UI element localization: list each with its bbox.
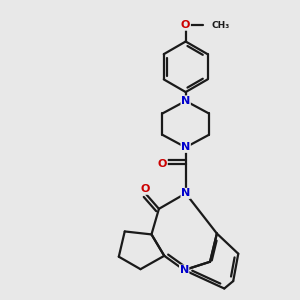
Text: N: N — [180, 265, 189, 275]
Text: O: O — [158, 159, 167, 169]
Text: N: N — [181, 142, 190, 152]
Text: O: O — [181, 20, 190, 30]
Text: O: O — [140, 184, 150, 194]
Text: N: N — [181, 188, 190, 198]
Text: CH₃: CH₃ — [212, 21, 230, 30]
Text: N: N — [181, 96, 190, 106]
